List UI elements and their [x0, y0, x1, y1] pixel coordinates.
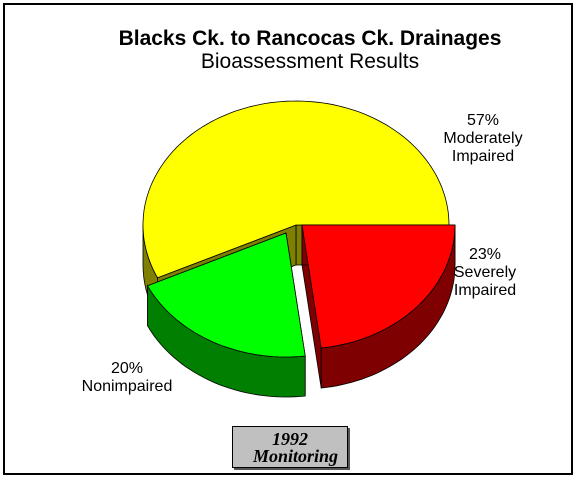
chart-title: Blacks Ck. to Rancocas Ck. Drainages	[118, 27, 502, 50]
frame	[3, 3, 573, 475]
value-label: 57%	[466, 112, 500, 129]
category-label: Moderately Impaired	[443, 130, 523, 165]
slice-label: 23% Severely Impaired	[440, 246, 530, 300]
slice	[301, 224, 456, 349]
chart-subtitle: Bioassessment Results	[200, 50, 420, 73]
slice-label: 57% Moderately Impaired	[428, 112, 538, 166]
value-label: 20%	[110, 360, 144, 377]
slice	[147, 232, 306, 358]
slice-label: 20% Nonimpaired	[62, 360, 192, 396]
value-label: 23%	[468, 246, 502, 263]
annotation: 1992 Monitoring	[232, 426, 348, 468]
category-label: Nonimpaired	[81, 378, 173, 395]
category-label: Severely Impaired	[453, 264, 517, 299]
slice	[142, 100, 450, 279]
